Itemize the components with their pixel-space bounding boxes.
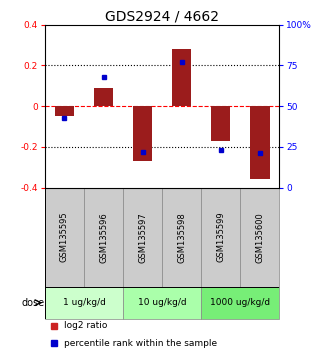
Bar [201, 188, 240, 287]
Text: 1000 ug/kg/d: 1000 ug/kg/d [210, 298, 270, 307]
Text: 10 ug/kg/d: 10 ug/kg/d [138, 298, 187, 307]
Text: dose: dose [21, 298, 44, 308]
Bar [123, 188, 162, 287]
Bar [133, 106, 152, 161]
Bar [250, 106, 270, 179]
Bar [172, 49, 191, 106]
Text: GSM135599: GSM135599 [216, 212, 225, 263]
Bar [45, 287, 123, 319]
Bar [84, 188, 123, 287]
Bar [201, 287, 279, 319]
Text: 1 ug/kg/d: 1 ug/kg/d [63, 298, 105, 307]
Text: GSM135595: GSM135595 [60, 212, 69, 263]
Title: GDS2924 / 4662: GDS2924 / 4662 [105, 10, 219, 24]
Text: GSM135597: GSM135597 [138, 212, 147, 263]
Text: GSM135596: GSM135596 [99, 212, 108, 263]
Bar [94, 88, 113, 106]
Text: log2 ratio: log2 ratio [64, 321, 107, 330]
Bar [240, 188, 279, 287]
Bar [45, 188, 84, 287]
Text: percentile rank within the sample: percentile rank within the sample [64, 339, 217, 348]
Text: GSM135598: GSM135598 [177, 212, 186, 263]
Bar [123, 287, 201, 319]
Bar [162, 188, 201, 287]
Text: GSM135600: GSM135600 [255, 212, 264, 263]
Bar [55, 106, 74, 116]
Bar [211, 106, 230, 141]
